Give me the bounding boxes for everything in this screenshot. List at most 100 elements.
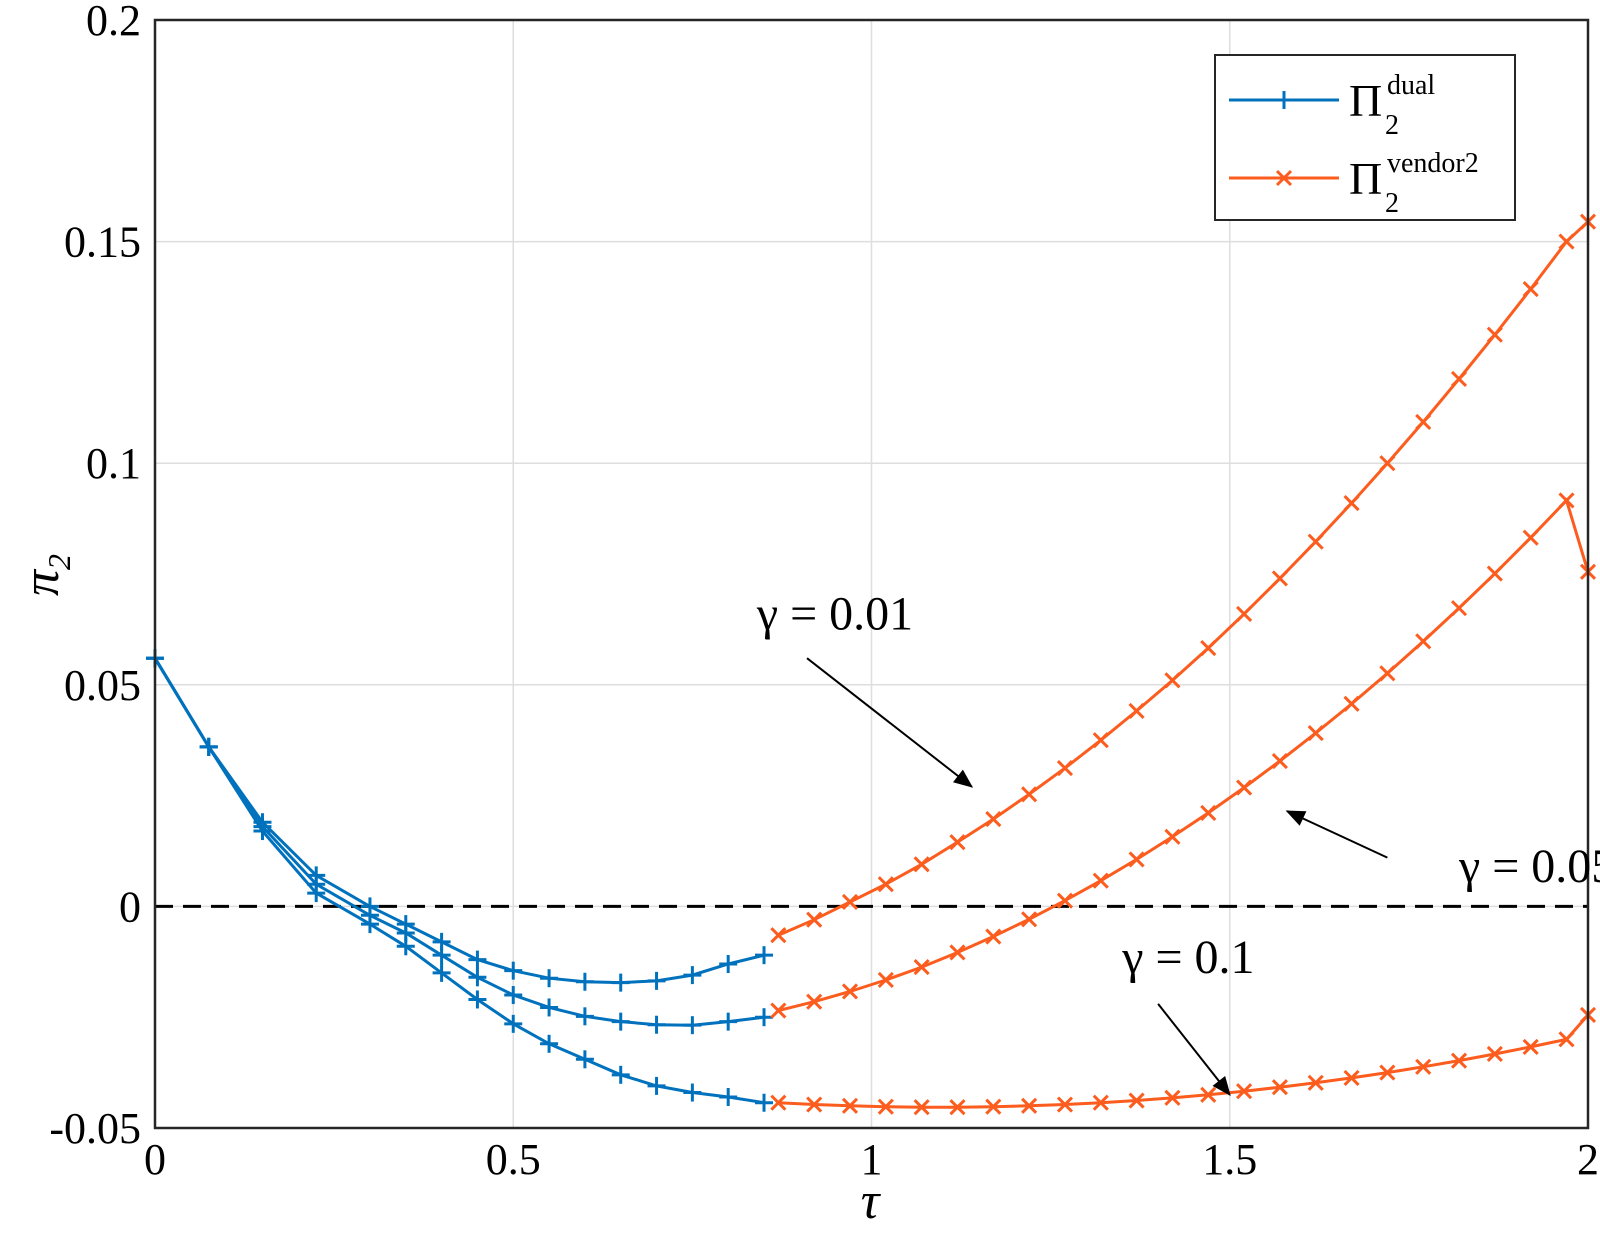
legend-box xyxy=(1214,54,1516,221)
data-point xyxy=(1271,570,1288,587)
data-point xyxy=(1128,851,1145,868)
data-point xyxy=(1236,605,1253,622)
data-point xyxy=(253,822,272,841)
annotation-label: γ = 0.05 xyxy=(1458,840,1600,893)
data-point xyxy=(1128,702,1145,720)
legend-subscript: 2 xyxy=(1385,188,1399,219)
data-point xyxy=(1021,911,1038,928)
data-point xyxy=(1343,695,1360,712)
data-point xyxy=(1486,565,1503,582)
data-point xyxy=(1415,1058,1432,1075)
data-point xyxy=(949,944,966,961)
data-point xyxy=(575,972,594,991)
data-point xyxy=(1415,413,1432,431)
legend-superscript: vendor2 xyxy=(1387,148,1479,179)
y-tick-label: 0.05 xyxy=(64,661,141,710)
data-point xyxy=(1307,725,1324,742)
data-point xyxy=(1271,752,1288,770)
data-point xyxy=(770,1002,787,1019)
data-point xyxy=(1056,892,1074,909)
data-point xyxy=(1450,600,1468,617)
series-line xyxy=(153,657,765,985)
data-point xyxy=(841,983,859,1000)
y-tick-label: 0.1 xyxy=(86,439,141,488)
data-point xyxy=(468,968,487,987)
data-point xyxy=(755,1093,774,1112)
data-point xyxy=(985,928,1002,945)
data-point xyxy=(1450,1052,1468,1069)
data-point xyxy=(1522,280,1539,298)
y-tick-label: 0.2 xyxy=(86,0,141,45)
data-point xyxy=(575,1007,594,1026)
data-point xyxy=(540,969,559,988)
data-point xyxy=(1450,370,1468,388)
data-point xyxy=(1092,872,1109,889)
data-point xyxy=(877,1098,894,1115)
y-tick-label: -0.05 xyxy=(49,1104,141,1153)
data-point xyxy=(719,1012,738,1031)
annotation-arrow xyxy=(1285,810,1388,859)
series-line xyxy=(153,657,765,1105)
data-point xyxy=(770,927,787,944)
data-point xyxy=(611,973,630,992)
data-point xyxy=(1486,1045,1503,1063)
data-point xyxy=(1522,1038,1539,1055)
data-point xyxy=(360,915,379,934)
data-point xyxy=(307,884,326,903)
data-point xyxy=(877,971,894,989)
legend-symbol: Π xyxy=(1349,75,1382,126)
data-point xyxy=(504,961,523,980)
annotation-arrow xyxy=(806,657,974,788)
data-point xyxy=(1415,633,1432,650)
data-point xyxy=(770,1094,787,1111)
annotation: γ = 0.05 xyxy=(1285,810,1600,893)
legend-superscript: dual xyxy=(1387,70,1435,101)
data-point xyxy=(949,834,966,851)
data-point xyxy=(683,1083,702,1102)
data-point xyxy=(396,937,415,956)
series-vendor2 xyxy=(770,213,1597,944)
data-point xyxy=(504,986,523,1005)
data-point xyxy=(468,950,487,969)
data-point xyxy=(1379,455,1396,472)
data-point xyxy=(1379,1064,1396,1081)
series-dual xyxy=(146,649,774,992)
x-tick-label: 0.5 xyxy=(486,1135,541,1184)
data-point xyxy=(1236,1083,1253,1100)
data-point xyxy=(1343,495,1360,512)
plot-frame xyxy=(153,18,1590,1130)
y-tick-label: 0.15 xyxy=(64,218,141,267)
annotation: γ = 0.01 xyxy=(756,587,974,788)
data-point xyxy=(913,1099,930,1116)
data-point xyxy=(949,1099,966,1116)
data-point xyxy=(540,998,559,1017)
annotations: γ = 0.01 γ = 0.05 γ = 0.1 xyxy=(756,587,1600,1097)
data-point xyxy=(806,1096,823,1113)
data-point xyxy=(647,1015,666,1034)
data-point xyxy=(806,911,823,928)
annotation-arrow xyxy=(1157,1003,1231,1097)
series-line xyxy=(153,657,765,1027)
data-point xyxy=(1056,1096,1074,1113)
data-point xyxy=(1056,760,1074,777)
series-vendor2 xyxy=(770,1006,1597,1116)
data-point xyxy=(985,1098,1002,1115)
data-point xyxy=(683,966,702,985)
data-point xyxy=(719,1087,738,1106)
data-point xyxy=(1307,533,1324,550)
x-tick-label: 1.5 xyxy=(1202,1135,1257,1184)
y-axis-label-sub: 2 xyxy=(41,554,77,570)
series-line xyxy=(778,1014,1590,1109)
data-point xyxy=(1092,1094,1109,1111)
data-point xyxy=(841,1097,859,1114)
data-point xyxy=(1271,1079,1288,1096)
data-point xyxy=(877,876,894,893)
annotation-label: γ = 0.01 xyxy=(756,587,913,640)
data-point xyxy=(1164,672,1181,689)
x-tick-label: 1 xyxy=(861,1135,883,1184)
x-tick-label: 2 xyxy=(1577,1135,1599,1184)
series-layer xyxy=(146,213,1597,1116)
